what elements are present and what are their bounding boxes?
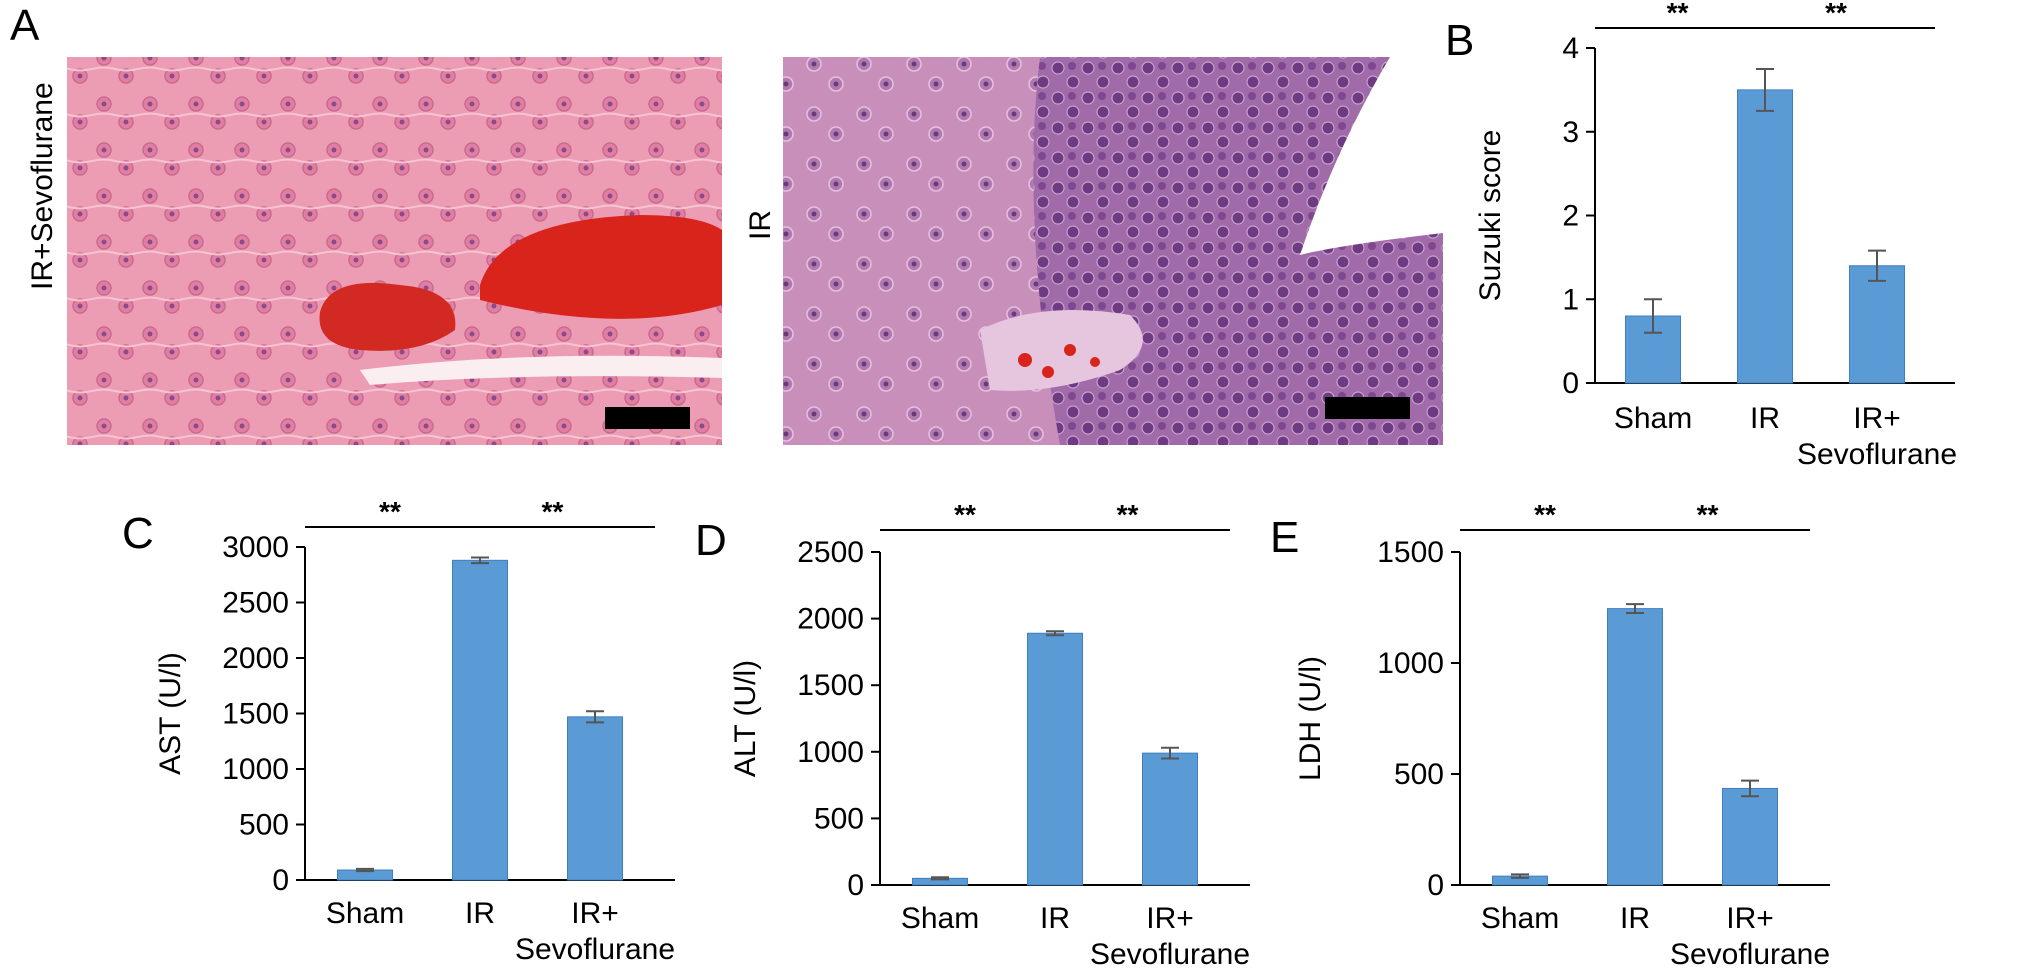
micrograph-label-left: IR+Sevoflurane [26, 82, 59, 290]
y-tick-label: 1500 [222, 698, 289, 731]
significance-label: ** [379, 496, 401, 527]
category-label: Sham [1614, 402, 1692, 435]
y-tick-label: 1500 [1377, 536, 1444, 569]
significance-label: ** [542, 496, 564, 527]
y-tick-label: 0 [847, 869, 864, 902]
significance-label: ** [1667, 0, 1689, 28]
significance-label: ** [1697, 499, 1719, 530]
bar-2 [1607, 608, 1663, 886]
y-tick-label: 1000 [1377, 647, 1444, 680]
y-tick-label: 500 [1394, 758, 1444, 791]
scale-bar [1325, 397, 1410, 419]
bar-2 [1737, 89, 1793, 384]
y-tick-label: 4 [1562, 32, 1579, 65]
bar-3 [1849, 265, 1905, 384]
category-label: IR+ Sevoflurane [1797, 402, 1957, 471]
panel-label-b: B [1445, 16, 1474, 65]
y-tick-label: 2500 [797, 536, 864, 569]
category-label: IR+ Sevoflurane [515, 897, 675, 966]
y-tick-label: 2000 [222, 642, 289, 675]
y-tick-label: 2 [1562, 200, 1579, 233]
panel-label-e: E [1270, 513, 1299, 562]
category-label: IR [1620, 902, 1650, 935]
y-tick-label: 500 [239, 809, 289, 842]
category-label: IR [1750, 402, 1780, 435]
bar-2 [452, 559, 508, 881]
bar-2 [1027, 632, 1083, 886]
panel-label-c: C [122, 509, 154, 558]
significance-label: ** [1534, 499, 1556, 530]
congested-vessel-small [319, 282, 456, 351]
chart-e: E 0 500 1000 1500 LDH (U/l) Sham IR IR+ Sevoflura… [1270, 499, 1830, 971]
bar-3 [1722, 787, 1778, 886]
vessel-right [980, 310, 1143, 391]
panel-label-d: D [695, 516, 727, 565]
y-tick-label: 0 [1562, 367, 1579, 400]
category-label: Sham [1481, 902, 1559, 935]
y-tick-label: 500 [814, 802, 864, 835]
category-label: IR+ Sevoflurane [1090, 902, 1250, 971]
y-tick-label: 0 [1427, 869, 1444, 902]
significance-label: ** [1117, 499, 1139, 530]
y-tick-label: 2000 [797, 603, 864, 636]
significance-label: ** [954, 499, 976, 530]
vessel-lumen [360, 355, 722, 385]
panel-a: A IR+Sevoflurane IR [10, 1, 1443, 445]
category-label: IR+ Sevoflurane [1670, 902, 1830, 971]
category-label: IR [1040, 902, 1070, 935]
y-tick-label: 3 [1562, 116, 1579, 149]
y-tick-label: 1000 [797, 736, 864, 769]
congested-vessel-large [480, 215, 722, 319]
chart-b: B 0 1 2 3 4 Suzuki score Sham IR IR+ Sevoflurane **… [1445, 0, 1957, 471]
chart-c: C 0 500 1000 1500 2000 2500 3000 AST (U/l) Sham IR… [122, 496, 675, 966]
scale-bar [605, 407, 690, 429]
panel-label-a: A [10, 1, 40, 50]
y-tick-label: 3000 [222, 531, 289, 564]
micrograph-label-right: IR [744, 210, 777, 240]
y-tick-label: 1000 [222, 753, 289, 786]
y-axis-label: LDH (U/l) [1294, 656, 1327, 781]
bar-3 [1142, 752, 1198, 886]
category-label: Sham [326, 897, 404, 930]
significance-label: ** [1825, 0, 1847, 28]
y-axis-label: ALT (U/l) [729, 660, 762, 777]
micrograph-left [67, 57, 722, 445]
chart-d: D 0 500 1000 1500 2000 2500 ALT (U/l) Sham IR IR+ S… [695, 499, 1250, 971]
charts: B 0 1 2 3 4 Suzuki score Sham IR IR+ Sevoflurane **… [122, 0, 1957, 971]
micrograph-right [783, 57, 1443, 445]
category-label: Sham [901, 902, 979, 935]
y-tick-label: 1500 [797, 669, 864, 702]
bar-3 [567, 716, 623, 881]
y-tick-label: 2500 [222, 587, 289, 620]
y-axis-label: AST (U/l) [154, 652, 187, 775]
category-label: IR [465, 897, 495, 930]
y-tick-label: 0 [272, 864, 289, 897]
y-axis-label: Suzuki score [1474, 130, 1507, 302]
y-tick-label: 1 [1562, 283, 1579, 316]
